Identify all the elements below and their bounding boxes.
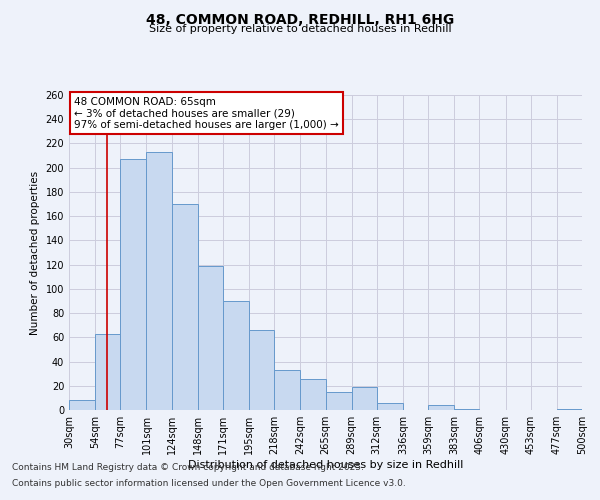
Bar (172, 204, 198, 410)
Bar (557, 409, 582, 410)
Y-axis label: Number of detached properties: Number of detached properties (30, 170, 40, 334)
Bar (223, 301, 249, 410)
Bar (69, 400, 95, 410)
Bar (454, 409, 479, 410)
Bar (198, 266, 223, 410)
X-axis label: Distribution of detached houses by size in Redhill: Distribution of detached houses by size … (188, 460, 463, 470)
Text: Contains public sector information licensed under the Open Government Licence v3: Contains public sector information licen… (12, 478, 406, 488)
Bar (352, 387, 377, 410)
Bar (377, 402, 403, 410)
Bar (249, 330, 274, 410)
Bar (428, 405, 454, 410)
Bar (301, 378, 325, 410)
Bar (121, 159, 146, 410)
Bar (325, 392, 352, 410)
Bar (274, 370, 301, 410)
Text: Contains HM Land Registry data © Crown copyright and database right 2025.: Contains HM Land Registry data © Crown c… (12, 464, 364, 472)
Text: 48, COMMON ROAD, REDHILL, RH1 6HG: 48, COMMON ROAD, REDHILL, RH1 6HG (146, 12, 454, 26)
Text: 48 COMMON ROAD: 65sqm
← 3% of detached houses are smaller (29)
97% of semi-detac: 48 COMMON ROAD: 65sqm ← 3% of detached h… (74, 96, 339, 130)
Bar (146, 152, 172, 410)
Bar (95, 334, 121, 410)
Text: Size of property relative to detached houses in Redhill: Size of property relative to detached ho… (149, 24, 451, 34)
